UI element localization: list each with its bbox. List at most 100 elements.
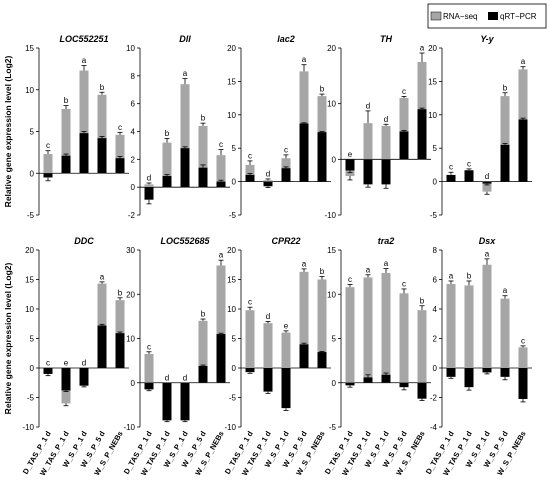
bar-qrt-pcr — [216, 181, 226, 188]
bar-qrt-pcr — [263, 181, 273, 187]
legend-swatch-qrt-pcr — [488, 12, 498, 20]
y-tick-label: 0 — [332, 155, 337, 164]
bar-rna-seq — [399, 98, 409, 160]
bar-rna-seq — [417, 310, 427, 383]
significance-label: c — [348, 275, 352, 284]
panel-grid: LOC552251-5051015cbabcDll-20246810dbabcl… — [3, 34, 532, 477]
legend-swatch-rna-seq — [430, 11, 442, 21]
legend-label-rna-seq: RNA−seq — [443, 12, 477, 21]
bar-qrt-pcr — [281, 368, 291, 409]
y-tick-label: 15 — [227, 77, 236, 86]
y-tick-label: -5 — [27, 394, 35, 403]
y-tick-label: 20 — [227, 246, 236, 255]
bar-rna-seq — [245, 310, 255, 368]
y-tick-label: 15 — [428, 77, 437, 86]
bar-qrt-pcr — [43, 368, 53, 374]
significance-label: a — [100, 272, 105, 281]
bar-qrt-pcr — [381, 374, 391, 383]
bar-rna-seq — [216, 265, 226, 383]
panel-loc552251: LOC552251 -5 0 5 10 15 c b a b c — [25, 34, 129, 220]
significance-label: a — [366, 265, 371, 274]
y-tick-label: 10 — [227, 305, 236, 314]
significance-label: c — [147, 342, 151, 351]
bar-qrt-pcr — [61, 155, 71, 174]
significance-label: a — [384, 259, 389, 268]
bar-qrt-pcr — [299, 344, 309, 368]
bar-qrt-pcr — [446, 368, 456, 377]
panel-title-th: TH — [380, 34, 392, 44]
y-tick-label: 5 — [332, 335, 337, 344]
bar-qrt-pcr — [417, 382, 427, 399]
significance-label: b — [503, 83, 508, 92]
bar-rna-seq — [216, 155, 226, 188]
significance-label: b — [320, 267, 325, 276]
y-tick-label: 10 — [25, 86, 34, 95]
significance-label: b — [201, 310, 206, 319]
y-tick-label: 2 — [433, 335, 438, 344]
significance-label: e — [348, 150, 353, 159]
bar-qrt-pcr — [245, 174, 255, 182]
y-tick-label: 0 — [30, 364, 35, 373]
bar-qrt-pcr — [115, 333, 125, 368]
y-tick-label: 20 — [25, 246, 34, 255]
bar-qrt-pcr — [79, 368, 89, 386]
bar-qrt-pcr — [115, 158, 125, 174]
significance-label: a — [183, 69, 188, 78]
bar-qrt-pcr — [216, 334, 226, 383]
significance-label: c — [284, 145, 288, 154]
y-tick-label: 8 — [433, 246, 438, 255]
y-tick-label: 4 — [433, 305, 438, 314]
bar-qrt-pcr — [464, 368, 474, 388]
bar-rna-seq — [281, 332, 291, 368]
significance-label: a — [503, 286, 508, 295]
y-tick-label: 10 — [327, 100, 336, 109]
y-tick-label: -2 — [128, 211, 136, 220]
bar-qrt-pcr — [198, 365, 208, 383]
bar-qrt-pcr — [198, 167, 208, 188]
bar-qrt-pcr — [97, 325, 107, 368]
bar-rna-seq — [144, 184, 154, 188]
significance-label: a — [219, 251, 224, 260]
y-tick-label: 2 — [131, 155, 136, 164]
bar-qrt-pcr — [281, 168, 291, 182]
bar-qrt-pcr — [97, 138, 107, 174]
bar-qrt-pcr — [464, 170, 474, 182]
bar-rna-seq — [263, 180, 273, 182]
significance-label: b — [100, 83, 105, 92]
bar-qrt-pcr — [500, 368, 510, 377]
y-tick-label: 10 — [126, 44, 135, 53]
y-tick-label: 0 — [30, 169, 35, 178]
y-tick-label: -4 — [430, 423, 438, 432]
bar-rna-seq — [482, 181, 492, 192]
bar-rna-seq — [500, 96, 510, 182]
bar-qrt-pcr — [162, 176, 172, 188]
bar-qrt-pcr — [417, 109, 427, 160]
panel-title-lac2: lac2 — [277, 34, 295, 44]
bar-qrt-pcr — [245, 368, 255, 373]
significance-label: b — [118, 288, 123, 297]
y-tick-label: 4 — [131, 128, 136, 137]
bar-rna-seq — [363, 123, 373, 160]
significance-label: b — [64, 96, 69, 105]
significance-label: d — [266, 312, 270, 321]
y-tick-label: 15 — [25, 276, 34, 285]
bar-qrt-pcr — [180, 382, 190, 421]
legend-box — [427, 3, 547, 29]
bar-qrt-pcr — [399, 382, 409, 388]
panel-title-dll: Dll — [179, 34, 191, 44]
significance-label: a — [302, 259, 307, 268]
significance-label: b — [165, 129, 170, 138]
y-tick-label: 10 — [25, 305, 34, 314]
significance-label: a — [485, 249, 490, 258]
significance-label: b — [467, 271, 472, 280]
significance-label: d — [165, 373, 169, 382]
y-tick-label: -5 — [27, 211, 35, 220]
panel-title-y-y: Y-y — [480, 34, 494, 44]
significance-label: e — [64, 359, 69, 368]
bar-rna-seq — [345, 287, 355, 383]
panel-dll: Dll -2 0 2 4 6 8 10 d b a b c — [126, 34, 230, 220]
